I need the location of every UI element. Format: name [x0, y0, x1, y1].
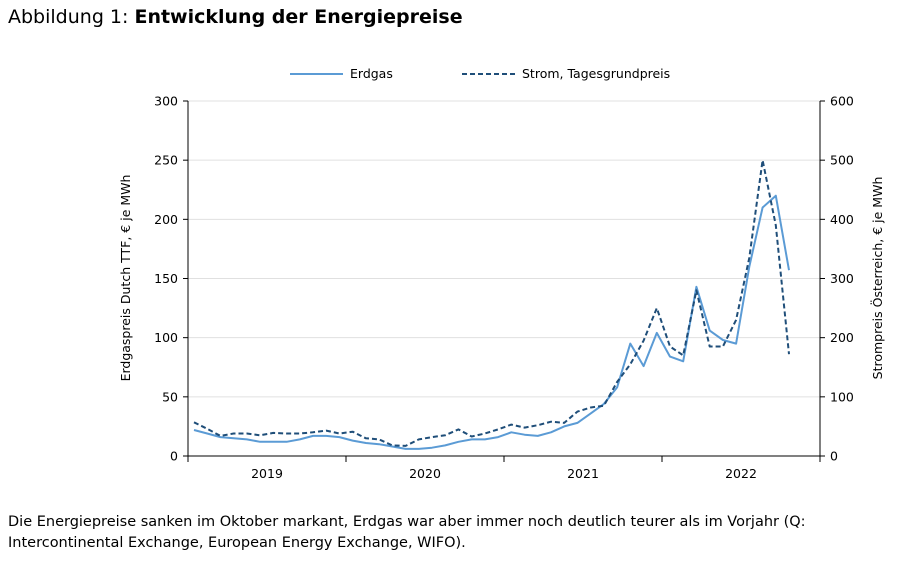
x-tick-label: 2021: [567, 466, 599, 481]
figure-title: Abbildung 1: Entwicklung der Energieprei…: [8, 6, 463, 28]
right-tick-label: 600: [830, 94, 854, 109]
left-tick-label: 100: [154, 330, 178, 345]
right-tick-label: 300: [830, 271, 854, 286]
energy-price-chart: 0 50 100 150 200 250 300 0 100 200 300 400 500 600 2…: [118, 66, 885, 481]
right-axis-ticks: 0 100 200 300 400 500 600: [820, 94, 854, 464]
left-tick-label: 250: [154, 153, 178, 168]
series-lines: [193, 159, 790, 450]
x-tick-label: 2022: [725, 466, 757, 481]
right-axis-title: Strompreis Österreich, € je MWh: [869, 177, 885, 380]
left-axis-title: Erdgaspreis Dutch TTF, € je MWh: [118, 175, 133, 382]
grid-lines: [188, 100, 820, 398]
left-tick-label: 50: [162, 389, 178, 404]
right-tick-label: 500: [830, 153, 854, 168]
series-line-erdgas: [193, 194, 790, 450]
legend: Erdgas Strom, Tagesgrundpreis: [290, 66, 670, 81]
right-tick-label: 100: [830, 389, 854, 404]
x-axis-ticks: 2019 2020 2021 2022: [187, 456, 821, 481]
right-tick-label: 400: [830, 212, 854, 227]
right-tick-label: 200: [830, 330, 854, 345]
figure-label: Abbildung 1:: [8, 6, 129, 28]
left-tick-label: 150: [154, 271, 178, 286]
x-tick-label: 2019: [251, 466, 283, 481]
figure-caption: Die Energiepreise sanken im Oktober mark…: [8, 514, 806, 551]
figure-title-text: Entwicklung der Energiepreise: [134, 6, 463, 28]
left-tick-label: 200: [154, 212, 178, 227]
series-line-strom: [193, 159, 790, 447]
right-tick-label: 0: [830, 449, 838, 464]
left-tick-label: 0: [170, 449, 178, 464]
left-tick-label: 300: [154, 94, 178, 109]
x-tick-label: 2020: [409, 466, 441, 481]
left-axis-ticks: 0 50 100 150 200 250 300: [154, 94, 188, 464]
legend-label-strom: Strom, Tagesgrundpreis: [522, 66, 670, 81]
legend-label-erdgas: Erdgas: [350, 66, 393, 81]
